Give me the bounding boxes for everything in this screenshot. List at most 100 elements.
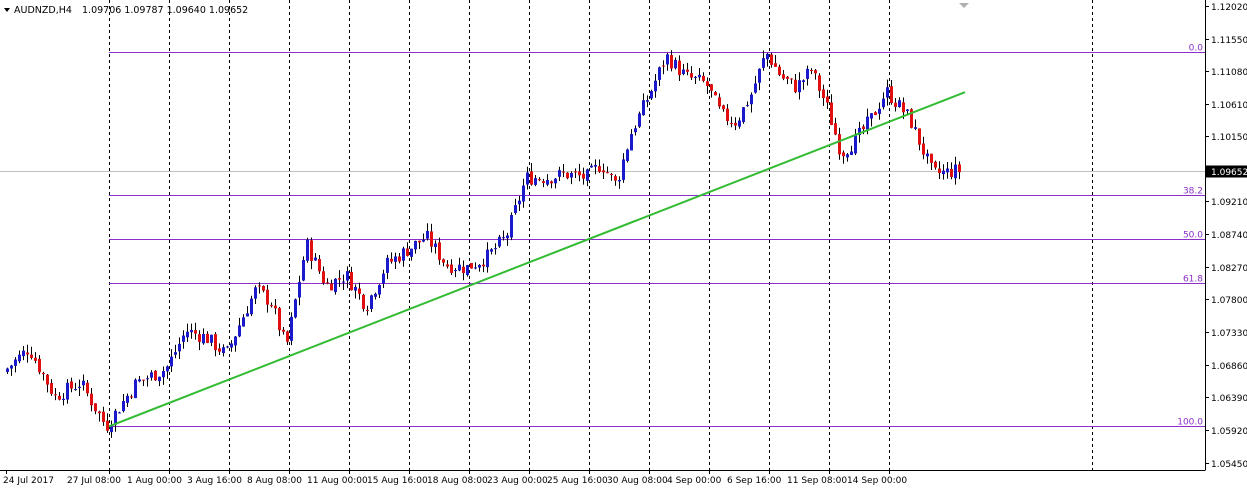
candle-bull: [798, 80, 801, 93]
candle-bull: [458, 264, 461, 271]
fibonacci-levels: 0.0 38.2 50.0 61.8 100.0: [109, 44, 1205, 428]
candle-bull: [486, 249, 489, 268]
time-tick-label: 11 Sep 08:00: [787, 476, 847, 486]
candle-bear: [598, 166, 601, 172]
candle-bull: [174, 352, 177, 355]
candle-bull: [134, 379, 137, 399]
fib-level-label: 100.0: [1177, 418, 1203, 428]
candle-bear: [782, 74, 785, 79]
candle-bull: [898, 100, 901, 108]
candle-bull: [534, 178, 537, 185]
candle-bear: [366, 309, 369, 311]
candle-bear: [198, 334, 201, 342]
candle-bear: [770, 54, 773, 65]
candle-bear: [38, 358, 41, 373]
candle-bull: [642, 100, 645, 116]
candle-bear: [98, 411, 101, 414]
candle-bear: [678, 60, 681, 76]
candle-bull: [298, 281, 301, 298]
candle-bull: [886, 87, 889, 98]
candle-bear: [282, 329, 285, 332]
candle-bull: [546, 179, 549, 185]
time-axis: 24 Jul 2017 27 Jul 08:00 1 Aug 00:00 3 Aug …: [3, 470, 907, 486]
candle-bear: [274, 305, 277, 309]
candle-bull: [586, 169, 589, 181]
candle-bull: [170, 356, 173, 367]
time-tick-label: 30 Aug 08:00: [607, 476, 668, 486]
candle-bull: [522, 185, 525, 202]
candle-bear: [934, 161, 937, 168]
candle-bear: [194, 330, 197, 334]
candle-bull: [22, 350, 25, 357]
candle-bear: [774, 63, 777, 67]
time-tick-label: 4 Sep 00:00: [667, 476, 722, 486]
candle-bull: [394, 256, 397, 262]
candle-bull: [558, 170, 561, 177]
candle-bull: [150, 372, 153, 378]
candle-bull: [374, 293, 377, 297]
candle-bear: [718, 97, 721, 107]
candle-bear: [130, 396, 133, 398]
candle-bear: [902, 102, 905, 113]
candle-bear: [842, 152, 845, 157]
candle-bull: [82, 380, 85, 386]
candle-bear: [362, 294, 365, 309]
candle-bear: [786, 76, 789, 79]
candle-bull: [506, 235, 509, 239]
candle-bull: [422, 239, 425, 242]
candle-bear: [734, 122, 737, 126]
candle-bear: [790, 78, 793, 80]
candle-bull: [622, 159, 625, 180]
candle-bull: [758, 68, 761, 83]
candle-bull: [354, 286, 357, 291]
candle-bear: [894, 102, 897, 107]
candle-bull: [414, 240, 417, 250]
candle-bear: [482, 264, 485, 267]
candle-bull: [698, 74, 701, 78]
candle-bull: [946, 168, 949, 173]
candle-bull: [494, 248, 497, 250]
candle-bull: [802, 80, 805, 83]
time-tick-label: 18 Aug 08:00: [427, 476, 488, 486]
candle-bear: [450, 264, 453, 273]
candle-bear: [822, 89, 825, 99]
candle-bull: [866, 116, 869, 130]
candle-bear: [90, 393, 93, 406]
candle-bull: [178, 343, 181, 352]
candle-bear: [562, 171, 565, 173]
price-tick-label: 1.10150: [1211, 133, 1247, 143]
price-tick-label: 1.06860: [1211, 362, 1247, 372]
candle-bull: [646, 100, 649, 102]
current-price-tag: [1206, 165, 1247, 178]
candle-bear: [730, 122, 733, 124]
candle-bear: [438, 242, 441, 260]
candle-bear: [102, 411, 105, 422]
candle-bear: [206, 333, 209, 343]
candle-bull: [878, 108, 881, 114]
candle-bear: [702, 75, 705, 81]
candle-bear: [350, 271, 353, 291]
candle-bear: [46, 374, 49, 385]
candle-bear: [270, 305, 273, 307]
candle-bull: [502, 237, 505, 239]
candle-bear: [58, 395, 61, 400]
time-tick-label: 6 Sep 16:00: [727, 476, 782, 486]
candle-bear: [706, 81, 709, 87]
time-tick-label: 25 Aug 16:00: [547, 476, 608, 486]
candle-bull: [202, 333, 205, 344]
candle-bull: [14, 359, 17, 366]
candle-bull: [118, 412, 121, 414]
candle-bull: [682, 69, 685, 75]
fib-level-label: 50.0: [1183, 231, 1203, 241]
candle-bull: [650, 90, 653, 99]
candle-bear: [938, 168, 941, 174]
symbol-label: AUDNZD,H4: [14, 5, 72, 16]
candle-bull: [858, 127, 861, 135]
candle-bear: [778, 66, 781, 75]
candle-bear: [322, 271, 325, 284]
candle-bear: [358, 288, 361, 294]
price-axis: 1.12020 1.11550 1.11080 1.10610 1.10150 1.096…: [1205, 3, 1247, 470]
vertical-grid: [109, 0, 1093, 470]
